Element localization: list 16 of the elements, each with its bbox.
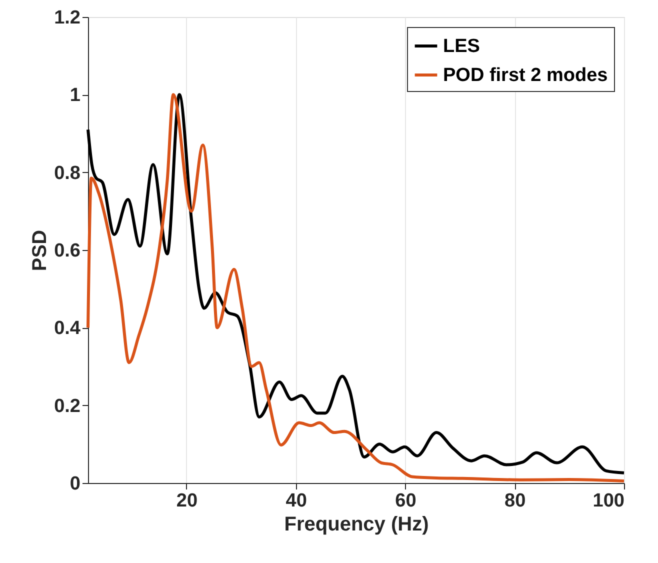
y-tick-label: 1.2 — [54, 8, 80, 28]
y-tick-label: 0.6 — [54, 240, 80, 262]
y-tick-label: 0.2 — [54, 396, 80, 417]
legend-label: POD first 2 modes — [443, 65, 608, 86]
y-tick-label: 1 — [70, 85, 81, 106]
legend-label: LES — [443, 36, 480, 57]
y-tick-label: 0 — [70, 474, 80, 494]
y-axis-title: PSD — [29, 230, 52, 272]
x-tick-label: 60 — [395, 490, 416, 512]
x-tick-label: 40 — [286, 490, 307, 512]
y-tick-label: 0.4 — [54, 318, 81, 340]
y-tick-label: 0.8 — [54, 162, 80, 184]
x-tick-label: 20 — [176, 490, 198, 512]
x-axis-title: Frequency (Hz) — [284, 514, 429, 536]
x-tick-label: 100 — [592, 490, 624, 512]
x-tick-label: 80 — [504, 490, 526, 512]
